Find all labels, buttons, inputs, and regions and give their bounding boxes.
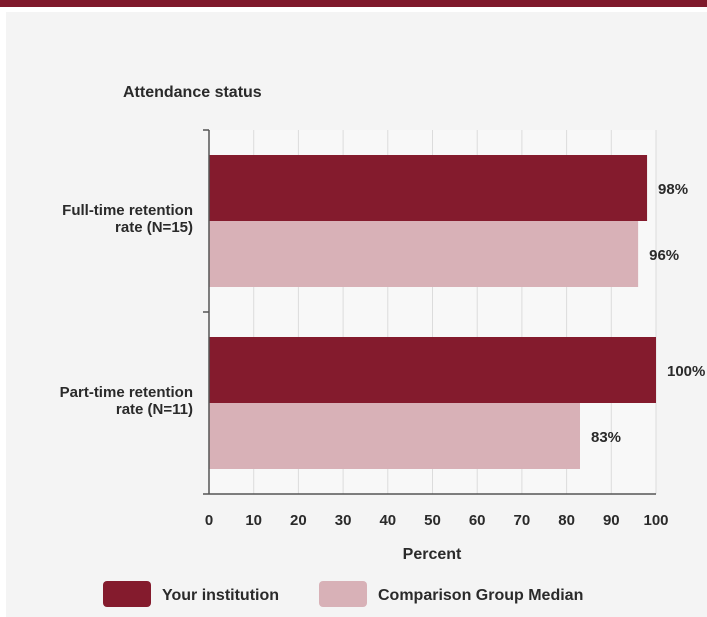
x-axis-label: Percent <box>403 546 462 563</box>
data-label: 100% <box>667 363 705 380</box>
x-tick-label: 30 <box>335 512 352 529</box>
x-tick-label: 70 <box>514 512 531 529</box>
bar <box>209 221 639 287</box>
data-label: 98% <box>658 181 688 198</box>
data-label: 83% <box>591 429 621 446</box>
legend-label: Comparison Group Median <box>378 587 583 604</box>
x-tick-label: 90 <box>603 512 620 529</box>
bar <box>209 337 656 403</box>
legend-swatch <box>319 581 367 607</box>
x-tick-label: 20 <box>290 512 307 529</box>
data-label: 96% <box>649 247 679 264</box>
x-tick-label: 50 <box>424 512 441 529</box>
x-tick-label: 100 <box>643 512 668 529</box>
x-tick-label: 10 <box>245 512 262 529</box>
legend-swatch <box>103 581 151 607</box>
legend: Your institution Comparison Group Median <box>103 581 583 607</box>
bars: 98% 96% 100% 83% <box>209 155 705 469</box>
x-tick-labels: 0 10 20 30 40 50 60 70 80 90 100 <box>205 512 669 529</box>
bar <box>209 155 648 221</box>
x-tick-label: 40 <box>379 512 396 529</box>
x-tick-label: 0 <box>205 512 213 529</box>
category-label: rate (N=15) <box>115 219 193 236</box>
bar <box>209 403 581 469</box>
x-tick-label: 80 <box>558 512 575 529</box>
category-label: rate (N=11) <box>116 401 193 418</box>
x-tick-label: 60 <box>469 512 486 529</box>
legend-label: Your institution <box>162 587 279 604</box>
category-label: Part-time retention <box>60 384 193 401</box>
axes <box>203 129 656 495</box>
top-accent-bar <box>0 0 707 7</box>
category-label: Full-time retention <box>62 202 193 219</box>
chart-title: Attendance status <box>123 84 262 101</box>
